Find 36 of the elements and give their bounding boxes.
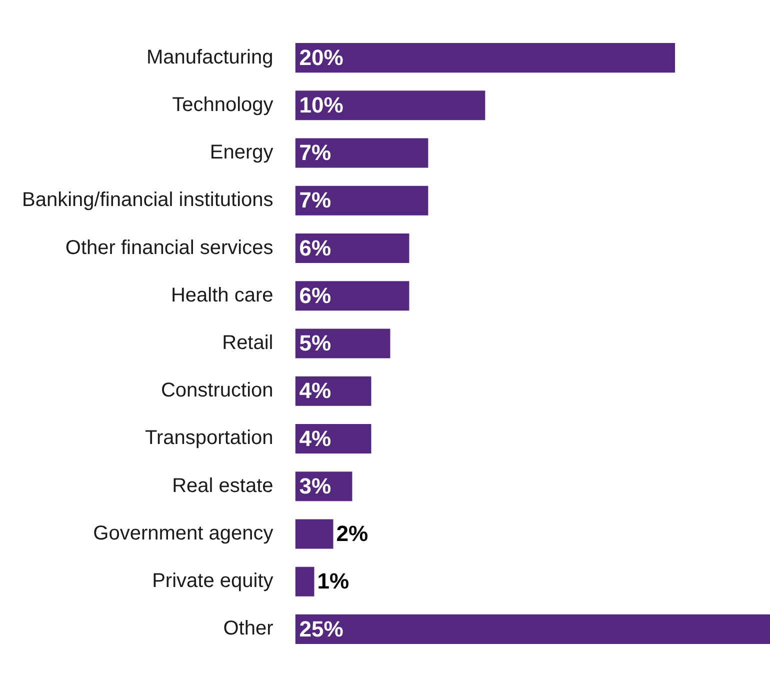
y-tick-label: Real estate (172, 474, 274, 497)
bar (295, 519, 334, 549)
y-tick-label: Technology (172, 94, 274, 116)
data-label: 4% (299, 426, 332, 451)
data-label: 5% (299, 330, 332, 356)
y-tick-label: Other (223, 618, 274, 640)
data-label: 6% (299, 235, 332, 260)
data-label: 7% (299, 140, 332, 166)
y-tick-label: Other financial services (65, 236, 274, 259)
data-label: 7% (299, 188, 332, 213)
y-tick-label: Government agency (93, 522, 274, 544)
y-tick-label: Energy (210, 142, 274, 164)
y-tick-label: Health care (170, 284, 274, 306)
bar (295, 614, 770, 644)
bar (295, 43, 676, 73)
y-tick-label: Transportation (145, 427, 274, 450)
data-label: 3% (299, 473, 332, 498)
data-label: 4% (299, 378, 332, 404)
data-label: 25% (299, 616, 344, 642)
y-tick-label: Private equity (152, 570, 274, 592)
data-label: 1% (317, 568, 350, 594)
bar (295, 138, 428, 168)
bar (295, 328, 390, 358)
bar (295, 566, 314, 596)
y-tick-label: Banking/financial institutions (22, 189, 274, 212)
data-label: 10% (299, 92, 344, 118)
data-label: 2% (336, 521, 368, 546)
bar (295, 281, 410, 311)
bar (295, 186, 428, 216)
data-label: 6% (299, 282, 332, 308)
y-tick-label: Construction (160, 380, 274, 402)
y-tick-label: Retail (222, 332, 274, 354)
bar (295, 234, 410, 264)
y-tick-label: Manufacturing (146, 46, 274, 68)
data-label: 20% (299, 44, 344, 70)
bar (295, 90, 486, 120)
